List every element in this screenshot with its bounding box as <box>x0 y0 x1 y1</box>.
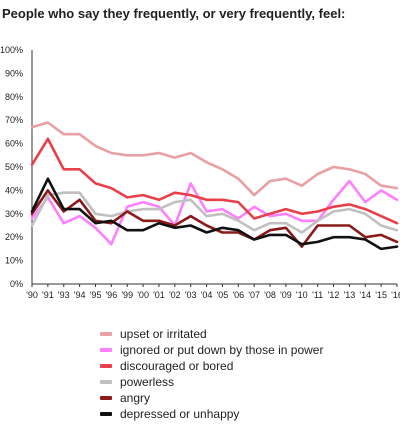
y-tick-label: 50% <box>5 162 23 172</box>
y-tick-label: 60% <box>5 139 23 149</box>
legend-item: discouraged or bored <box>100 358 323 374</box>
x-tick-label: '94 <box>74 290 86 300</box>
legend-label: ignored or put down by those in power <box>120 343 324 357</box>
series-line-ignored-or-put-down-by-those-in-power <box>30 179 399 246</box>
x-tick-label: '03 <box>185 290 197 300</box>
line-chart: 0% 10% 20% 30% 40% 50% 60% 70% 80% 90% 100% '90 '91 '… <box>0 45 400 300</box>
series-line-discouraged-or-bored <box>30 137 399 225</box>
y-tick-label: 10% <box>5 256 23 266</box>
x-tick-label: '95 <box>90 290 102 300</box>
legend-label: angry <box>120 391 151 405</box>
y-tick-label: 100% <box>0 45 23 55</box>
x-tick-label: '13 <box>344 290 356 300</box>
x-tick-label: '91 <box>42 290 54 300</box>
chart-title: People who say they frequently, or very … <box>2 6 346 21</box>
x-tick-label: '01 <box>153 290 165 300</box>
y-tick-label: 90% <box>5 68 23 78</box>
y-tick-label: 20% <box>5 232 23 242</box>
x-tick-label: '07 <box>248 290 260 300</box>
x-tick-label: '02 <box>169 290 181 300</box>
legend-item: ignored or put down by those in power <box>100 342 323 358</box>
legend-item: angry <box>100 390 323 406</box>
x-tick-label: '16 <box>391 290 400 300</box>
x-tick-label: '96 <box>105 290 117 300</box>
legend-swatch <box>100 396 112 400</box>
x-tick-label: '15 <box>375 290 387 300</box>
legend-swatch <box>100 348 112 352</box>
legend-swatch <box>100 380 112 384</box>
x-tick-label: '93 <box>58 290 70 300</box>
x-tick-label: '14 <box>359 290 371 300</box>
legend-label: discouraged or bored <box>120 359 234 373</box>
y-tick-label: 0% <box>10 279 23 289</box>
x-tick-label: '10 <box>296 290 308 300</box>
series-line-depressed-or-unhappy <box>30 177 399 251</box>
legend-label: depressed or unhappy <box>120 407 240 421</box>
legend: upset or irritated ignored or put down by… <box>100 326 323 422</box>
series-line-powerless <box>30 191 399 234</box>
x-tick-label: '00 <box>137 290 149 300</box>
legend-label: powerless <box>120 375 175 389</box>
y-tick-label: 70% <box>5 115 23 125</box>
x-tick-label: '99 <box>121 290 133 300</box>
x-tick-label: '08 <box>264 290 276 300</box>
x-tick-label: '04 <box>201 290 213 300</box>
legend-item: upset or irritated <box>100 326 323 342</box>
y-tick-label: 30% <box>5 209 23 219</box>
series-line-upset-or-irritated <box>30 121 399 197</box>
x-tick-label: '06 <box>232 290 244 300</box>
legend-swatch <box>100 412 112 416</box>
y-tick-label: 80% <box>5 92 23 102</box>
y-tick-label: 40% <box>5 185 23 195</box>
legend-swatch <box>100 364 112 368</box>
x-tick-label: '90 <box>26 290 38 300</box>
x-tick-label: '05 <box>217 290 229 300</box>
legend-item: depressed or unhappy <box>100 406 323 422</box>
legend-swatch <box>100 332 112 336</box>
legend-item: powerless <box>100 374 323 390</box>
x-tick-label: '09 <box>280 290 292 300</box>
x-tick-label: '12 <box>328 290 340 300</box>
x-tick-label: '11 <box>312 290 323 300</box>
legend-label: upset or irritated <box>120 327 207 341</box>
